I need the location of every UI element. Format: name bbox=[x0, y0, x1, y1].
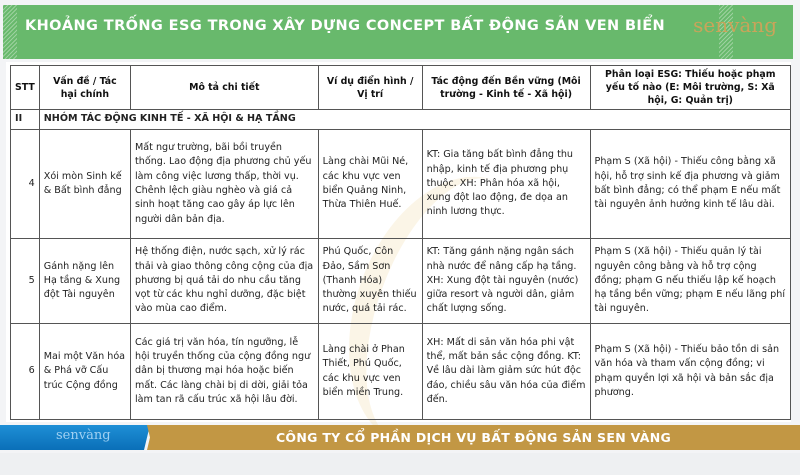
col-header-esg: Phân loại ESG: Thiếu hoặc phạm yếu tố nà… bbox=[589, 65, 792, 110]
cell-example: Làng chài ở Phan Thiết, Phú Quốc, các kh… bbox=[317, 323, 423, 420]
cell-desc: Các giá trị văn hóa, tín ngưỡng, lễ hội … bbox=[129, 323, 319, 420]
footer-logo-band: senvàng bbox=[0, 425, 150, 450]
cell-issue: Mai một Văn hóa & Phá vỡ Cấu trúc Cộng đ… bbox=[38, 323, 131, 420]
cell-esg: Phạm S (Xã hội) - Thiếu công bằng xã hội… bbox=[589, 129, 792, 239]
header-row: STT Vấn đề / Tác hại chính Mô tả chi tiế… bbox=[10, 65, 792, 110]
slide-title: KHOẢNG TRỐNG ESG TRONG XÂY DỰNG CONCEPT … bbox=[25, 18, 666, 34]
footer-logo: senvàng bbox=[56, 428, 111, 443]
cell-impact: KT: Gia tăng bất bình đẳng thu nhập, kin… bbox=[421, 129, 591, 239]
table-row: 5 Gánh nặng lên Hạ tầng & Xung đột Tài n… bbox=[10, 238, 792, 324]
col-header-issue: Vấn đề / Tác hại chính bbox=[38, 65, 131, 110]
group-row: II NHÓM TÁC ĐỘNG KINH TẾ - XÃ HỘI & HẠ T… bbox=[10, 109, 792, 130]
col-header-impact: Tác động đến Bền vững (Môi trường - Kinh… bbox=[421, 65, 591, 110]
cell-issue: Xói mòn Sinh kế & Bất bình đẳng bbox=[38, 129, 131, 239]
company-name: CÔNG TY CỔ PHẦN DỊCH VỤ BẤT ĐỘNG SẢN SEN… bbox=[275, 430, 672, 445]
cell-stt: 5 bbox=[10, 238, 40, 324]
cell-example: Phú Quốc, Côn Đảo, Sầm Sơn (Thanh Hóa) t… bbox=[317, 238, 423, 324]
cell-desc: Hệ thống điện, nước sạch, xử lý rác thải… bbox=[129, 238, 319, 324]
cell-stt: 4 bbox=[10, 129, 40, 239]
col-header-example: Ví dụ điển hình / Vị trí bbox=[317, 65, 423, 110]
hatch-decoration bbox=[719, 5, 733, 59]
cell-impact: XH: Mất di sản văn hóa phi vật thể, mất … bbox=[421, 323, 591, 420]
cell-stt: 6 bbox=[10, 323, 40, 420]
col-header-stt: STT bbox=[10, 65, 40, 110]
slide: KHOẢNG TRỐNG ESG TRONG XÂY DỰNG CONCEPT … bbox=[0, 5, 800, 475]
cell-esg: Phạm S (Xã hội) - Thiếu quản lý tài nguy… bbox=[589, 238, 792, 324]
title-banner: KHOẢNG TRỐNG ESG TRONG XÂY DỰNG CONCEPT … bbox=[3, 5, 793, 59]
col-header-desc: Mô tả chi tiết bbox=[129, 65, 319, 110]
cell-example: Làng chài Mũi Né, các khu vực ven biển Q… bbox=[317, 129, 423, 239]
cell-impact: KT: Tăng gánh nặng ngân sách nhà nước để… bbox=[421, 238, 591, 324]
cell-desc: Mất ngư trường, bãi bồi truyền thống. La… bbox=[129, 129, 319, 239]
group-label: NHÓM TÁC ĐỘNG KINH TẾ - XÃ HỘI & HẠ TẦNG bbox=[38, 109, 792, 130]
cell-issue: Gánh nặng lên Hạ tầng & Xung đột Tài ngu… bbox=[38, 238, 131, 324]
esg-table: STT Vấn đề / Tác hại chính Mô tả chi tiế… bbox=[10, 65, 792, 420]
table-panel: STT Vấn đề / Tác hại chính Mô tả chi tiế… bbox=[6, 62, 792, 475]
table-row: 4 Xói mòn Sinh kế & Bất bình đẳng Mất ng… bbox=[10, 129, 792, 239]
hatch-decoration bbox=[3, 5, 17, 59]
cell-esg: Phạm S (Xã hội) - Thiếu bảo tồn di sản v… bbox=[589, 323, 792, 420]
brand-logo: senvàng bbox=[693, 13, 777, 37]
footer-company-band: CÔNG TY CỔ PHẦN DỊCH VỤ BẤT ĐỘNG SẢN SEN… bbox=[147, 425, 800, 450]
group-number: II bbox=[10, 109, 40, 130]
table-row: 6 Mai một Văn hóa & Phá vỡ Cấu trúc Cộng… bbox=[10, 323, 792, 420]
